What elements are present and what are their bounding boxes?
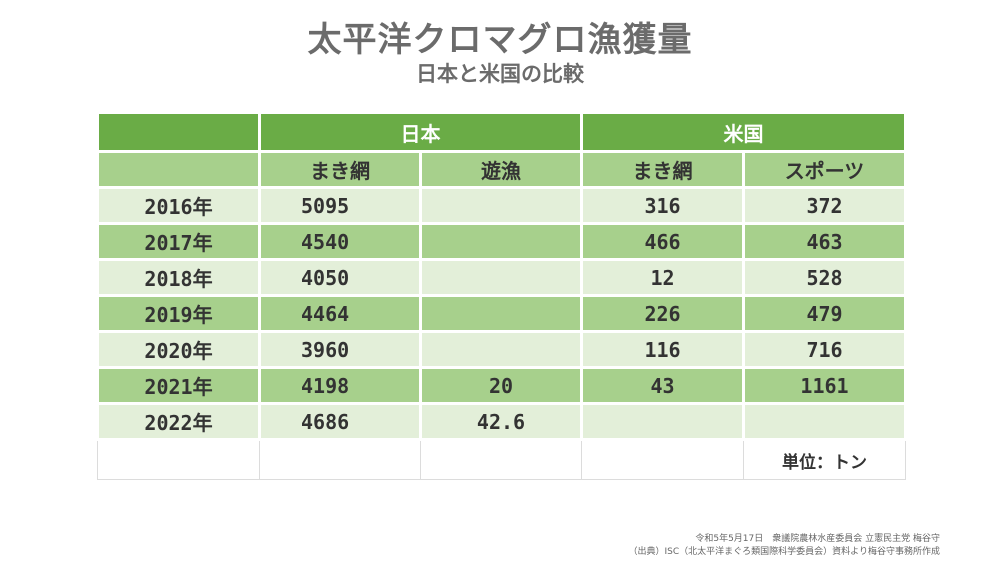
year-cell: 2017年 — [96, 222, 261, 261]
value-cell — [742, 402, 907, 441]
group-header-row: 日本 米国 — [96, 111, 907, 153]
footnote-date-committee: 令和5年5月17日 衆議院農林水産委員会 立憲民主党 梅谷守 — [695, 534, 940, 544]
value-cell: 42.6 — [419, 402, 583, 441]
value-cell — [419, 258, 583, 297]
value-cell: 5095 — [258, 186, 422, 225]
year-cell: 2019年 — [96, 294, 261, 333]
value-cell: 4464 — [258, 294, 422, 333]
value-cell: 226 — [580, 294, 745, 333]
value-cell: 479 — [742, 294, 907, 333]
year-cell: 2020年 — [96, 330, 261, 369]
corner-cell — [96, 150, 261, 189]
value-cell: 4686 — [258, 402, 422, 441]
value-cell — [419, 294, 583, 333]
value-cell: 4540 — [258, 222, 422, 261]
year-cell: 2021年 — [96, 366, 261, 405]
value-cell: 12 — [580, 258, 745, 297]
value-cell: 1161 — [742, 366, 907, 405]
year-cell: 2016年 — [96, 186, 261, 225]
value-cell — [580, 402, 745, 441]
empty-cell — [97, 439, 260, 480]
column-header-usa-sport: スポーツ — [742, 150, 907, 189]
unit-label: 単位：トン — [743, 439, 906, 480]
value-cell: 316 — [580, 186, 745, 225]
unit-row: 単位：トン — [97, 439, 906, 480]
value-cell — [419, 330, 583, 369]
value-cell: 4198 — [258, 366, 422, 405]
table-row: 2016年 5095 316 372 — [96, 186, 907, 225]
table-row: 2018年 4050 12 528 — [96, 258, 907, 297]
column-header-row: まき網 遊漁 まき網 スポーツ — [96, 150, 907, 189]
group-header-usa: 米国 — [580, 111, 907, 153]
empty-cell — [581, 439, 744, 480]
page-title: 太平洋クロマグロ漁獲量 — [307, 20, 693, 60]
value-cell: 716 — [742, 330, 907, 369]
value-cell: 3960 — [258, 330, 422, 369]
value-cell: 4050 — [258, 258, 422, 297]
table-row: 2020年 3960 116 716 — [96, 330, 907, 369]
column-header-japan-purse-seine: まき網 — [258, 150, 422, 189]
value-cell: 116 — [580, 330, 745, 369]
table-row: 2017年 4540 466 463 — [96, 222, 907, 261]
value-cell: 43 — [580, 366, 745, 405]
table-row: 2022年 4686 42.6 — [96, 402, 907, 441]
empty-cell — [259, 439, 421, 480]
year-cell: 2022年 — [96, 402, 261, 441]
value-cell — [419, 186, 583, 225]
value-cell: 372 — [742, 186, 907, 225]
footnote-source: （出典）ISC（北太平洋まぐろ類国際科学委員会）資料より梅谷守事務所作成 — [628, 547, 940, 557]
column-header-japan-recreational: 遊漁 — [419, 150, 583, 189]
page-subtitle: 日本と米国の比較 — [416, 62, 584, 86]
group-header-japan: 日本 — [258, 111, 583, 153]
catch-table-container: 日本 米国 まき網 遊漁 まき網 スポーツ 2016年 5095 316 372 — [96, 111, 907, 480]
value-cell: 20 — [419, 366, 583, 405]
table-row: 2019年 4464 226 479 — [96, 294, 907, 333]
value-cell: 463 — [742, 222, 907, 261]
value-cell — [419, 222, 583, 261]
corner-cell — [96, 111, 261, 153]
value-cell: 466 — [580, 222, 745, 261]
empty-cell — [420, 439, 582, 480]
table-row: 2021年 4198 20 43 1161 — [96, 366, 907, 405]
year-cell: 2018年 — [96, 258, 261, 297]
value-cell: 528 — [742, 258, 907, 297]
catch-table: 日本 米国 まき網 遊漁 まき網 スポーツ 2016年 5095 316 372 — [96, 111, 907, 480]
column-header-usa-purse-seine: まき網 — [580, 150, 745, 189]
